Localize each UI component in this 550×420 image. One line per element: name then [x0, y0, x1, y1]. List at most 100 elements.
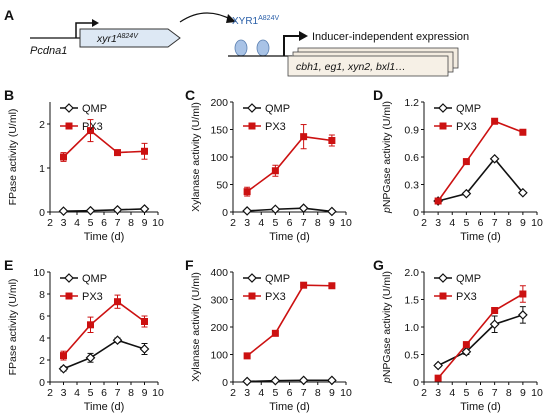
legend-label-qmp: QMP — [456, 273, 481, 285]
data-point-qmp — [139, 344, 150, 354]
chart-panel-d: D 0 0.3 0.6 0.9 1.2 2 3 4 5 6 7 8 9 10 Time (d) pNPGase … — [373, 87, 543, 243]
x-tick-label: 8 — [506, 387, 512, 399]
x-tick-label: 5 — [88, 387, 94, 399]
data-point-qmp — [518, 310, 528, 320]
data-point-px3 — [434, 374, 442, 382]
y-tick-label: 4 — [39, 333, 45, 345]
data-point-qmp — [139, 204, 150, 214]
protein-label: XYR1A824V — [232, 15, 279, 27]
xyr1-gene-box — [79, 28, 181, 48]
y-tick-label: 0 — [222, 207, 228, 219]
legend-label-px3: PX3 — [456, 121, 477, 133]
curved-arrowhead — [226, 14, 236, 23]
x-tick-label: 10 — [531, 387, 543, 399]
legend-label-px3: PX3 — [265, 291, 286, 303]
legend-label-px3: PX3 — [82, 121, 103, 133]
x-tick-label: 2 — [47, 387, 53, 399]
x-tick-label: 4 — [449, 217, 455, 229]
x-tick-label: 4 — [258, 387, 264, 399]
legend-marker-qmp — [438, 103, 448, 113]
y-axis-label: FPase activity (U/ml) — [7, 279, 19, 376]
x-tick-label: 9 — [329, 217, 335, 229]
x-tick-label: 9 — [520, 387, 526, 399]
legend-marker-px3 — [248, 292, 256, 300]
series-line-px3 — [246, 284, 332, 357]
legend-label-qmp: QMP — [265, 103, 290, 115]
legend-marker-qmp — [247, 273, 257, 283]
xyr1-gene-label: xyr1A824V — [96, 33, 139, 45]
y-tick-label: 0.9 — [404, 125, 419, 137]
target-gene-box-front — [287, 55, 449, 77]
y-tick-label: 1 — [39, 163, 45, 175]
x-tick-label: 5 — [272, 387, 278, 399]
data-point-px3 — [60, 153, 67, 161]
data-point-qmp — [433, 360, 443, 371]
x-tick-label: 3 — [61, 387, 67, 399]
data-point-qmp — [112, 335, 123, 346]
data-point-qmp — [518, 187, 528, 198]
promoter-label: Pcdna1 — [30, 45, 67, 57]
legend-label-qmp: QMP — [456, 103, 481, 115]
data-point-px3 — [141, 147, 148, 155]
x-axis-label: Time (d) — [269, 401, 310, 413]
legend-marker-px3 — [65, 122, 73, 130]
y-axis-label: Xylanase activity (U/ml) — [190, 272, 202, 382]
data-point-qmp — [327, 206, 337, 217]
x-tick-label: 3 — [435, 387, 441, 399]
data-point-px3 — [87, 321, 94, 329]
data-point-qmp — [112, 204, 123, 215]
y-tick-label: 100 — [210, 152, 228, 164]
data-point-px3 — [114, 149, 121, 157]
legend-marker-px3 — [248, 122, 256, 130]
y-tick-label: 6 — [39, 311, 45, 323]
x-tick-label: 3 — [435, 217, 441, 229]
x-tick-label: 9 — [520, 217, 526, 229]
x-tick-label: 3 — [244, 387, 250, 399]
data-point-px3 — [491, 307, 499, 314]
panel-letter: C — [185, 87, 195, 103]
x-tick-label: 7 — [115, 217, 121, 229]
y-tick-label: 150 — [210, 125, 228, 137]
data-point-qmp — [270, 204, 281, 215]
x-tick-label: 8 — [315, 217, 321, 229]
series-line-px3 — [437, 293, 524, 379]
legend-marker-qmp — [64, 103, 74, 113]
legend-marker-px3 — [439, 122, 447, 130]
y-axis-label: Xylanase activity (U/ml) — [190, 102, 202, 212]
data-point-qmp — [85, 205, 96, 216]
legend-marker-qmp — [64, 273, 74, 283]
x-axis-label: Time (d) — [84, 401, 125, 413]
data-point-qmp — [298, 375, 309, 386]
data-point-px3 — [243, 188, 251, 196]
y-tick-label: 2 — [39, 119, 45, 131]
data-point-px3 — [462, 158, 470, 166]
x-tick-label: 7 — [301, 217, 307, 229]
data-point-qmp — [242, 206, 252, 216]
x-tick-label: 8 — [315, 387, 321, 399]
panel-letter-a: A — [4, 7, 14, 23]
x-tick-label: 6 — [478, 387, 484, 399]
x-tick-label: 10 — [152, 387, 164, 399]
data-point-qmp — [85, 352, 96, 363]
series-line-qmp — [437, 314, 524, 367]
x-tick-label: 4 — [74, 217, 80, 229]
series-line-qmp — [247, 207, 332, 213]
x-tick-label: 5 — [463, 387, 469, 399]
promoter-arrowhead-right — [299, 31, 308, 41]
x-axis-label: Time (d) — [460, 401, 501, 413]
x-tick-label: 9 — [329, 387, 335, 399]
x-tick-label: 8 — [128, 217, 134, 229]
x-tick-label: 5 — [463, 217, 469, 229]
legend-label-qmp: QMP — [82, 103, 107, 115]
y-tick-label: 0.6 — [404, 152, 419, 164]
y-tick-label: 0 — [222, 377, 228, 389]
x-tick-label: 3 — [61, 217, 67, 229]
x-tick-label: 2 — [47, 217, 53, 229]
x-tick-label: 6 — [101, 387, 107, 399]
x-tick-label: 6 — [287, 217, 293, 229]
data-point-qmp — [461, 188, 472, 199]
x-tick-label: 7 — [115, 387, 121, 399]
x-tick-label: 10 — [340, 217, 352, 229]
data-point-qmp — [58, 206, 69, 216]
